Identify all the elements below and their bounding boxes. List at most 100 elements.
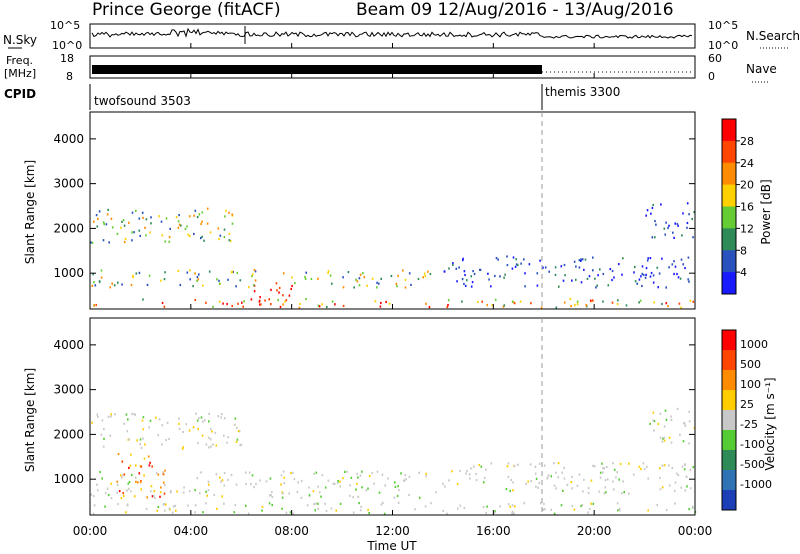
scatter-cell	[684, 463, 686, 466]
scatter-cell	[305, 298, 307, 301]
scatter-cell	[139, 438, 142, 441]
scatter-cell	[128, 221, 130, 224]
scatter-cell	[206, 494, 208, 497]
scatter-cell	[222, 302, 224, 305]
scatter-cell	[164, 469, 166, 472]
scatter-cell	[205, 443, 208, 446]
plot-title: Prince George (fitACF)	[92, 0, 281, 20]
scatter-cell	[657, 422, 660, 425]
scatter-cell	[93, 494, 95, 498]
scatter-cell	[463, 506, 466, 509]
scatter-cell	[511, 300, 514, 303]
y-tick-label: 4000	[53, 132, 84, 146]
scatter-cell	[101, 419, 104, 422]
scatter-cell	[102, 221, 105, 224]
scatter-cell	[511, 510, 514, 513]
scatter-cell	[616, 471, 618, 474]
scatter-cell	[142, 437, 144, 440]
scatter-cell	[515, 263, 518, 266]
scatter-cell	[376, 281, 378, 284]
y-tick-label: 2000	[53, 221, 84, 235]
scatter-cell	[147, 455, 150, 458]
scatter-cell	[227, 278, 229, 281]
scatter-cell	[477, 301, 479, 304]
scatter-cell	[387, 477, 389, 480]
scatter-cell	[506, 255, 508, 258]
scatter-cell	[342, 276, 344, 279]
scatter-cell	[220, 416, 222, 419]
scatter-cell	[233, 511, 236, 514]
scatter-cell	[378, 491, 381, 494]
colorbar-segment	[722, 250, 736, 273]
scatter-cell	[657, 286, 659, 289]
scatter-cell	[106, 213, 109, 216]
scatter-cell	[622, 257, 624, 260]
scatter-cell	[363, 276, 366, 279]
scatter-cell	[513, 302, 516, 305]
scatter-cell	[688, 442, 690, 445]
scatter-cell	[194, 489, 196, 492]
nsearch-label: N.Search	[746, 29, 800, 43]
scatter-cell	[330, 507, 333, 510]
scatter-cell	[126, 489, 128, 492]
scatter-cell	[209, 428, 212, 431]
freq-bar	[92, 65, 542, 74]
scatter-cell	[313, 503, 315, 506]
scatter-cell	[104, 492, 107, 495]
scatter-cell	[259, 303, 261, 306]
scatter-cell	[205, 502, 207, 505]
scatter-cell	[452, 262, 454, 265]
scatter-cell	[162, 471, 164, 474]
scatter-cell	[673, 236, 675, 239]
scatter-cell	[95, 214, 98, 217]
scatter-cell	[597, 274, 599, 277]
scatter-cell	[651, 206, 654, 210]
scatter-cell	[245, 504, 247, 507]
scatter-cell	[380, 277, 382, 280]
scatter-cell	[160, 486, 162, 489]
scatter-cell	[125, 413, 128, 416]
scatter-cell	[569, 297, 572, 300]
scatter-cell	[388, 302, 391, 305]
scatter-cell	[332, 482, 335, 485]
scatter-cell	[357, 495, 359, 498]
scatter-cell	[461, 278, 464, 281]
scatter-cell	[575, 265, 577, 268]
scatter-cell	[443, 270, 446, 273]
scatter-cell	[546, 477, 549, 480]
scatter-cell	[663, 439, 666, 442]
scatter-cell	[185, 423, 188, 426]
beam-date-info: Beam 09 12/Aug/2016 - 13/Aug/2016	[356, 0, 674, 20]
scatter-cell	[198, 273, 200, 276]
scatter-cell	[234, 504, 237, 507]
scatter-cell	[604, 486, 607, 489]
scatter-cell	[122, 492, 124, 495]
scatter-cell	[352, 496, 354, 499]
scatter-cell	[198, 213, 201, 216]
scatter-cell	[349, 484, 351, 487]
scatter-cell	[227, 436, 229, 439]
scatter-cell	[259, 479, 261, 482]
scatter-cell	[208, 436, 210, 439]
scatter-cell	[592, 256, 594, 259]
scatter-cell	[571, 504, 574, 507]
scatter-cell	[672, 231, 674, 234]
scatter-cell	[130, 473, 133, 477]
scatter-cell	[282, 303, 284, 306]
scatter-cell	[653, 301, 655, 304]
scatter-cell	[428, 306, 431, 309]
scatter-cell	[534, 472, 537, 475]
scatter-cell	[656, 504, 658, 507]
scatter-cell	[495, 257, 498, 260]
scatter-cell	[91, 241, 94, 244]
scatter-cell	[365, 489, 368, 492]
scatter-cell	[465, 472, 467, 475]
scatter-cell	[356, 472, 358, 475]
scatter-cell	[523, 502, 525, 505]
scatter-cell	[646, 209, 649, 212]
scatter-cell	[668, 464, 670, 467]
scatter-cell	[270, 288, 272, 291]
scatter-cell	[422, 276, 424, 279]
scatter-cell	[435, 491, 437, 494]
scatter-cell	[688, 420, 691, 423]
